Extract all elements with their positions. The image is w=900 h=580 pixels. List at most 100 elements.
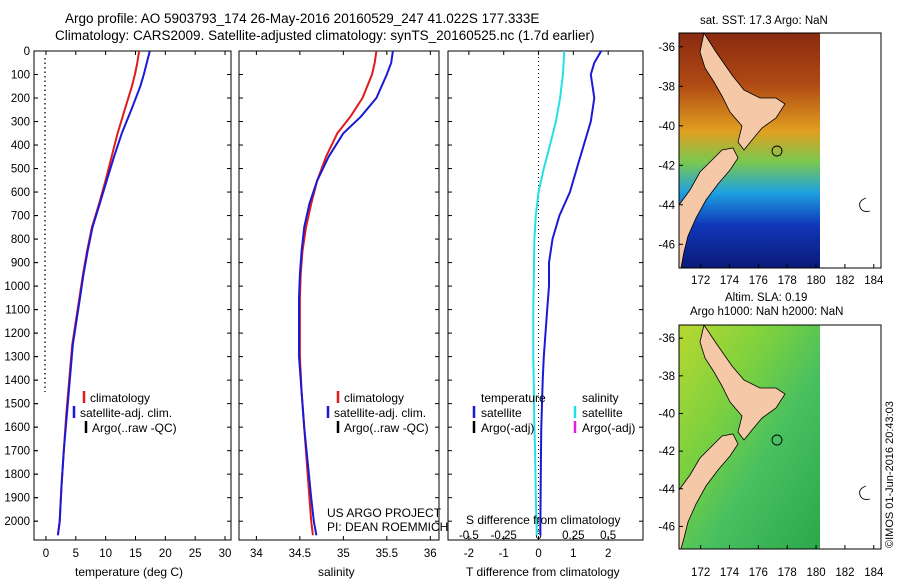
x2-tick-label: 0.5 <box>600 530 616 542</box>
series-line-satellite-adj-clim- <box>56 50 151 536</box>
map-x-tick-label: 184 <box>864 567 884 579</box>
depth-tick-label: 1000 <box>4 281 30 293</box>
depth-tick-label: 1300 <box>4 352 30 364</box>
sst-map-frame <box>678 32 882 269</box>
legend-label-argo: Argo(..raw -QC) <box>92 421 177 435</box>
argo-float-marker <box>771 434 783 446</box>
sla-nodata-area <box>820 325 881 549</box>
x-tick-label: -2 <box>464 548 474 560</box>
difference-axis: -2 -1 0 1 2 -0.5 -0.25 0 0.25 0.5 <box>448 50 643 560</box>
depth-tick-label: 300 <box>11 117 30 129</box>
map-y-tick-label: -44 <box>658 484 675 496</box>
x-tick-label: 35.5 <box>376 548 398 560</box>
series-line-climatology <box>298 50 378 536</box>
legend-header-salinity: salinity <box>582 391 619 405</box>
depth-tick-label: 1900 <box>4 493 30 505</box>
x-tick-label: 1 <box>570 548 576 560</box>
depth-tick-label: 1600 <box>4 422 30 434</box>
map-y-tick-label: -38 <box>658 81 675 93</box>
sst-map-title: sat. SST: 17.3 Argo: NaN <box>700 15 828 27</box>
series-line-temperature-satellite <box>539 50 603 536</box>
temperature-xlabel: temperature (deg C) <box>75 565 183 579</box>
map-y-tick-label: -42 <box>658 446 675 458</box>
x-tick-label: 34 <box>250 548 263 560</box>
x-tick-label: 34.5 <box>289 548 311 560</box>
chatham-islands-outline <box>859 197 871 212</box>
map-x-tick-label: 180 <box>806 275 825 287</box>
depth-tick-label: 700 <box>11 211 30 223</box>
depth-axis: 0 100 200 300 400 500 600 700 800 900 1000 1100 1200… <box>4 46 38 528</box>
depth-tick-label: 100 <box>11 70 30 82</box>
x-tick-label: 20 <box>159 548 172 560</box>
pi-label: PI: DEAN ROEMMICH <box>327 520 448 534</box>
series-line-satellite-adj-clim- <box>298 50 394 536</box>
depth-tick-label: 2000 <box>4 516 30 528</box>
depth-tick-label: 0 <box>24 46 30 58</box>
depth-tick-label: 400 <box>11 140 30 152</box>
x-tick-label: 2 <box>605 548 611 560</box>
north-island-shape <box>699 324 786 441</box>
legend-label-temp-argo: Argo(-adj) <box>481 421 534 435</box>
legend-header-temperature: temperature <box>481 391 546 405</box>
chatham-islands-outline <box>859 485 871 500</box>
map-y-tick-label: -36 <box>658 42 675 54</box>
map-x-tick-label: 176 <box>749 275 768 287</box>
salinity-xlabel: salinity <box>318 565 355 579</box>
difference-xlabel: T difference from climatology <box>466 565 620 579</box>
map-y-tick-label: -46 <box>658 239 675 251</box>
x2-tick-label: -0.5 <box>459 530 479 542</box>
figure-title-line2: Climatology: CARS2009. Satellite-adjuste… <box>55 28 595 43</box>
depth-tick-label: 1500 <box>4 399 30 411</box>
sla-map-title1: Altim. SLA: 0.19 <box>725 292 807 304</box>
argo-float-marker <box>771 145 783 157</box>
difference-legend: temperature salinity satellite Argo(-adj… <box>466 391 635 527</box>
legend-label-sal-argo: Argo(-adj) <box>582 421 635 435</box>
legend-label-temp-satellite: satellite <box>481 406 522 420</box>
x-tick-label: 5 <box>73 548 79 560</box>
salinity-panel-frame <box>238 50 440 541</box>
figure-title-line1: Argo profile: AO 5903793_174 26-May-2016… <box>65 11 539 26</box>
x-tick-label: 0 <box>535 548 541 560</box>
map-x-tick-label: 176 <box>749 567 768 579</box>
map-x-tick-label: 180 <box>806 567 825 579</box>
depth-tick-label: 800 <box>11 234 30 246</box>
map-y-tick-label: -40 <box>658 408 675 420</box>
x-tick-label: 25 <box>189 548 202 560</box>
sst-nodata-area <box>820 33 881 268</box>
temperature-panel-frame <box>33 50 232 541</box>
depth-tick-label: 500 <box>11 164 30 176</box>
s-difference-label: S difference from climatology <box>466 513 621 527</box>
map-y-tick-label: -46 <box>658 521 675 533</box>
difference-panel-frame <box>447 50 644 541</box>
salinity-series <box>298 50 394 536</box>
legend-label-satellite: satellite-adj. clim. <box>334 406 426 420</box>
depth-tick-label: 1200 <box>4 328 30 340</box>
legend-label-climatology: climatology <box>90 391 150 405</box>
map-y-tick-label: -40 <box>658 121 675 133</box>
map-y-tick-label: -44 <box>658 200 675 212</box>
x-tick-label: 30 <box>219 548 232 560</box>
map-x-tick-label: 172 <box>691 275 710 287</box>
legend-label-argo: Argo(..raw -QC) <box>344 421 429 435</box>
salinity-axis: 34 34.5 35 35.5 36 <box>239 50 439 560</box>
x-tick-label: 10 <box>99 548 112 560</box>
temperature-legend: climatology satellite-adj. clim. Argo(..… <box>72 391 177 435</box>
depth-tick-label: 1100 <box>5 305 30 317</box>
x-tick-label: -1 <box>499 548 509 560</box>
legend-label-climatology: climatology <box>344 391 404 405</box>
sst-map-ticks: 172 174 176 178 180 182 184 -36 -38 -40 -42 -44 -46 <box>658 42 884 287</box>
map-x-tick-label: 184 <box>864 275 884 287</box>
north-island-shape <box>699 31 786 151</box>
sla-map-ticks: 172 174 176 178 180 182 184 -36 -38 -40 -42 -44 -46 <box>658 333 884 579</box>
depth-tick-label: 1700 <box>4 446 30 458</box>
x-tick-label: 15 <box>129 548 142 560</box>
map-x-tick-label: 172 <box>691 567 710 579</box>
sla-field <box>679 325 820 549</box>
depth-tick-label: 600 <box>11 187 30 199</box>
map-x-tick-label: 178 <box>778 275 797 287</box>
temperature-axis: 0 5 10 15 20 25 30 <box>34 50 232 560</box>
series-line-climatology <box>56 50 141 536</box>
x-tick-label: 0 <box>43 548 49 560</box>
map-x-tick-label: 182 <box>835 275 854 287</box>
